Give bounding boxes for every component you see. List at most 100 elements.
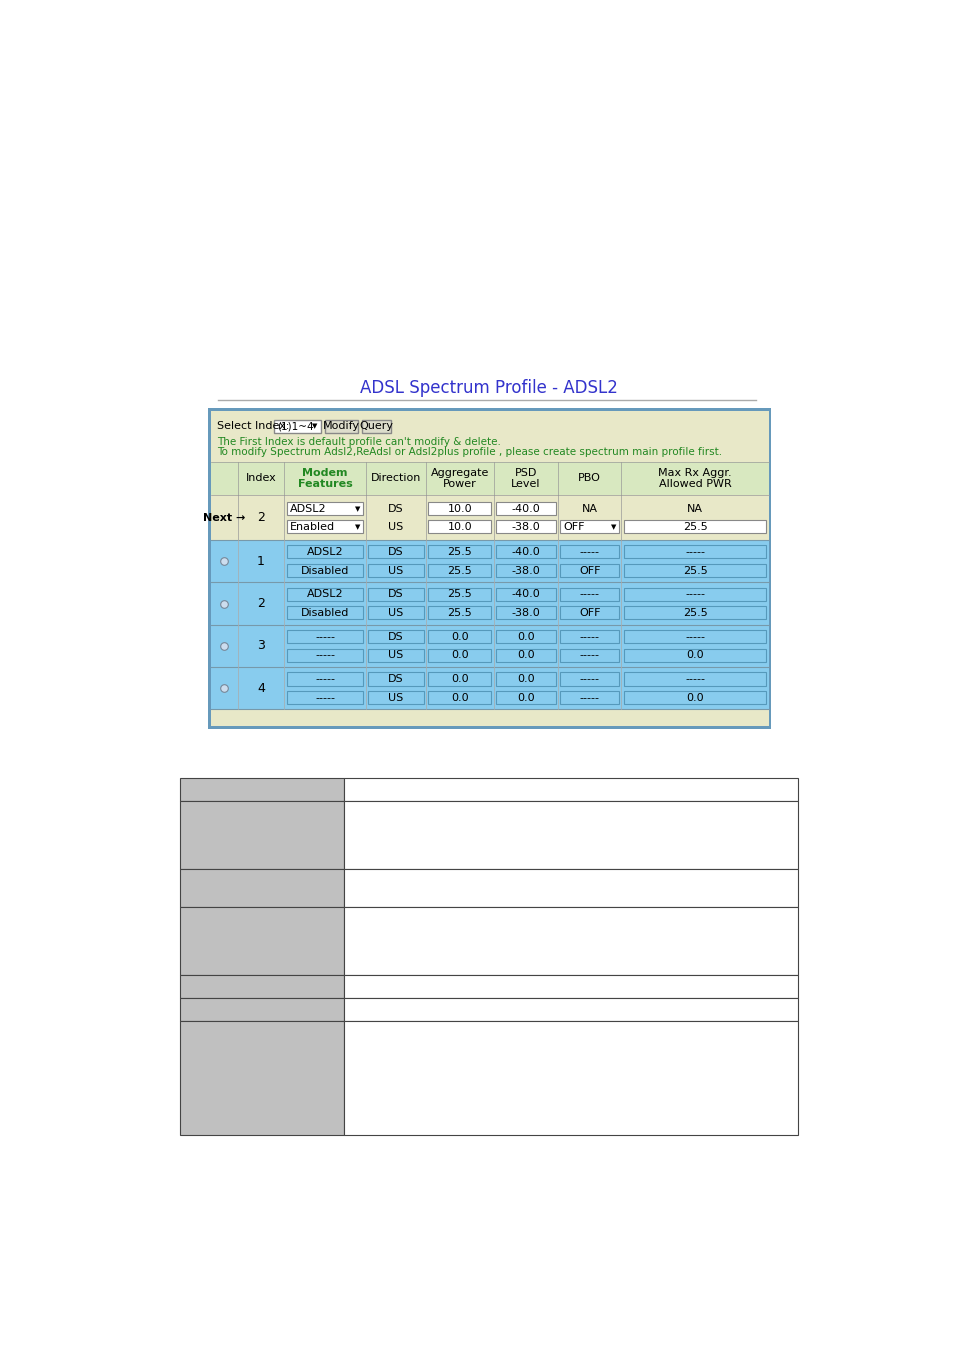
FancyBboxPatch shape (286, 649, 363, 662)
FancyBboxPatch shape (343, 907, 798, 975)
Text: Direction: Direction (371, 474, 420, 483)
Text: ADSL2: ADSL2 (306, 547, 343, 558)
FancyBboxPatch shape (559, 545, 618, 559)
Text: 2: 2 (257, 597, 265, 610)
FancyBboxPatch shape (428, 606, 491, 620)
Text: 0.0: 0.0 (451, 651, 468, 660)
FancyBboxPatch shape (428, 502, 491, 516)
FancyBboxPatch shape (559, 691, 618, 705)
Text: ▼: ▼ (312, 423, 317, 429)
Text: 10.0: 10.0 (447, 504, 472, 514)
FancyBboxPatch shape (559, 606, 618, 620)
FancyBboxPatch shape (179, 801, 343, 869)
FancyBboxPatch shape (179, 1022, 343, 1135)
Text: Max Rx Aggr.
Allowed PWR: Max Rx Aggr. Allowed PWR (658, 467, 731, 489)
FancyBboxPatch shape (211, 667, 768, 710)
Text: -40.0: -40.0 (511, 547, 539, 558)
Text: -38.0: -38.0 (511, 521, 539, 532)
FancyBboxPatch shape (496, 606, 555, 620)
Text: 25.5: 25.5 (682, 608, 707, 618)
Text: To modify Spectrum Adsl2,ReAdsl or Adsl2plus profile , please create spectrum ma: To modify Spectrum Adsl2,ReAdsl or Adsl2… (216, 447, 721, 458)
FancyBboxPatch shape (368, 691, 423, 705)
FancyBboxPatch shape (343, 998, 798, 1022)
FancyBboxPatch shape (286, 630, 363, 643)
Text: DS: DS (388, 590, 403, 599)
FancyBboxPatch shape (179, 998, 343, 1022)
FancyBboxPatch shape (496, 545, 555, 559)
FancyBboxPatch shape (428, 630, 491, 643)
FancyBboxPatch shape (559, 630, 618, 643)
Text: ADSL2: ADSL2 (290, 504, 326, 514)
FancyBboxPatch shape (368, 606, 423, 620)
FancyBboxPatch shape (211, 582, 768, 625)
Text: US: US (388, 693, 403, 702)
Text: 25.5: 25.5 (447, 566, 472, 575)
Text: 0.0: 0.0 (451, 632, 468, 641)
Text: 25.5: 25.5 (682, 521, 707, 532)
FancyBboxPatch shape (286, 545, 363, 559)
Text: Modify: Modify (323, 421, 360, 431)
Text: DS: DS (388, 504, 403, 514)
FancyBboxPatch shape (496, 672, 555, 686)
Text: Enabled: Enabled (290, 521, 335, 532)
FancyBboxPatch shape (623, 606, 765, 620)
Text: PBO: PBO (578, 474, 600, 483)
Text: The First Index is default profile can't modify & delete.: The First Index is default profile can't… (216, 436, 500, 447)
FancyBboxPatch shape (368, 672, 423, 686)
FancyBboxPatch shape (428, 587, 491, 601)
FancyBboxPatch shape (179, 907, 343, 975)
Text: 2: 2 (257, 512, 265, 524)
FancyBboxPatch shape (559, 564, 618, 576)
Text: -----: ----- (684, 632, 704, 641)
FancyBboxPatch shape (211, 410, 768, 726)
Text: ADSL2: ADSL2 (306, 590, 343, 599)
FancyBboxPatch shape (428, 672, 491, 686)
FancyBboxPatch shape (286, 564, 363, 576)
FancyBboxPatch shape (368, 630, 423, 643)
Text: Disabled: Disabled (300, 566, 349, 575)
FancyBboxPatch shape (286, 502, 363, 516)
FancyBboxPatch shape (208, 409, 770, 729)
Text: 25.5: 25.5 (447, 608, 472, 618)
Text: 0.0: 0.0 (685, 693, 703, 702)
FancyBboxPatch shape (428, 545, 491, 559)
FancyBboxPatch shape (368, 649, 423, 662)
Text: ▼: ▼ (355, 524, 360, 529)
Text: Modem
Features: Modem Features (297, 467, 352, 489)
FancyBboxPatch shape (286, 672, 363, 686)
Text: 0.0: 0.0 (517, 651, 534, 660)
Text: DS: DS (388, 674, 403, 684)
FancyBboxPatch shape (179, 778, 343, 801)
Text: ADSL Spectrum Profile - ADSL2: ADSL Spectrum Profile - ADSL2 (359, 378, 618, 397)
FancyBboxPatch shape (179, 869, 343, 907)
FancyBboxPatch shape (428, 564, 491, 576)
Text: Query: Query (359, 421, 394, 431)
FancyBboxPatch shape (559, 520, 618, 533)
FancyBboxPatch shape (343, 1022, 798, 1135)
FancyBboxPatch shape (623, 520, 765, 533)
FancyBboxPatch shape (623, 630, 765, 643)
FancyBboxPatch shape (368, 545, 423, 559)
FancyBboxPatch shape (496, 649, 555, 662)
Text: Next →: Next → (203, 513, 245, 522)
Text: US: US (388, 608, 403, 618)
FancyBboxPatch shape (496, 587, 555, 601)
Text: -----: ----- (684, 547, 704, 558)
FancyBboxPatch shape (211, 540, 768, 582)
FancyBboxPatch shape (211, 495, 768, 540)
FancyBboxPatch shape (496, 630, 555, 643)
Text: Aggregate
Power: Aggregate Power (430, 467, 489, 489)
FancyBboxPatch shape (343, 801, 798, 869)
Text: 25.5: 25.5 (447, 590, 472, 599)
Text: -----: ----- (314, 674, 335, 684)
Text: -----: ----- (579, 693, 599, 702)
Text: -----: ----- (314, 651, 335, 660)
Text: -----: ----- (684, 590, 704, 599)
FancyBboxPatch shape (623, 587, 765, 601)
Text: -38.0: -38.0 (511, 608, 539, 618)
Text: (1)1~4: (1)1~4 (277, 421, 314, 431)
Text: -----: ----- (579, 547, 599, 558)
FancyBboxPatch shape (623, 672, 765, 686)
Text: PSD
Level: PSD Level (511, 467, 540, 489)
FancyBboxPatch shape (496, 520, 555, 533)
